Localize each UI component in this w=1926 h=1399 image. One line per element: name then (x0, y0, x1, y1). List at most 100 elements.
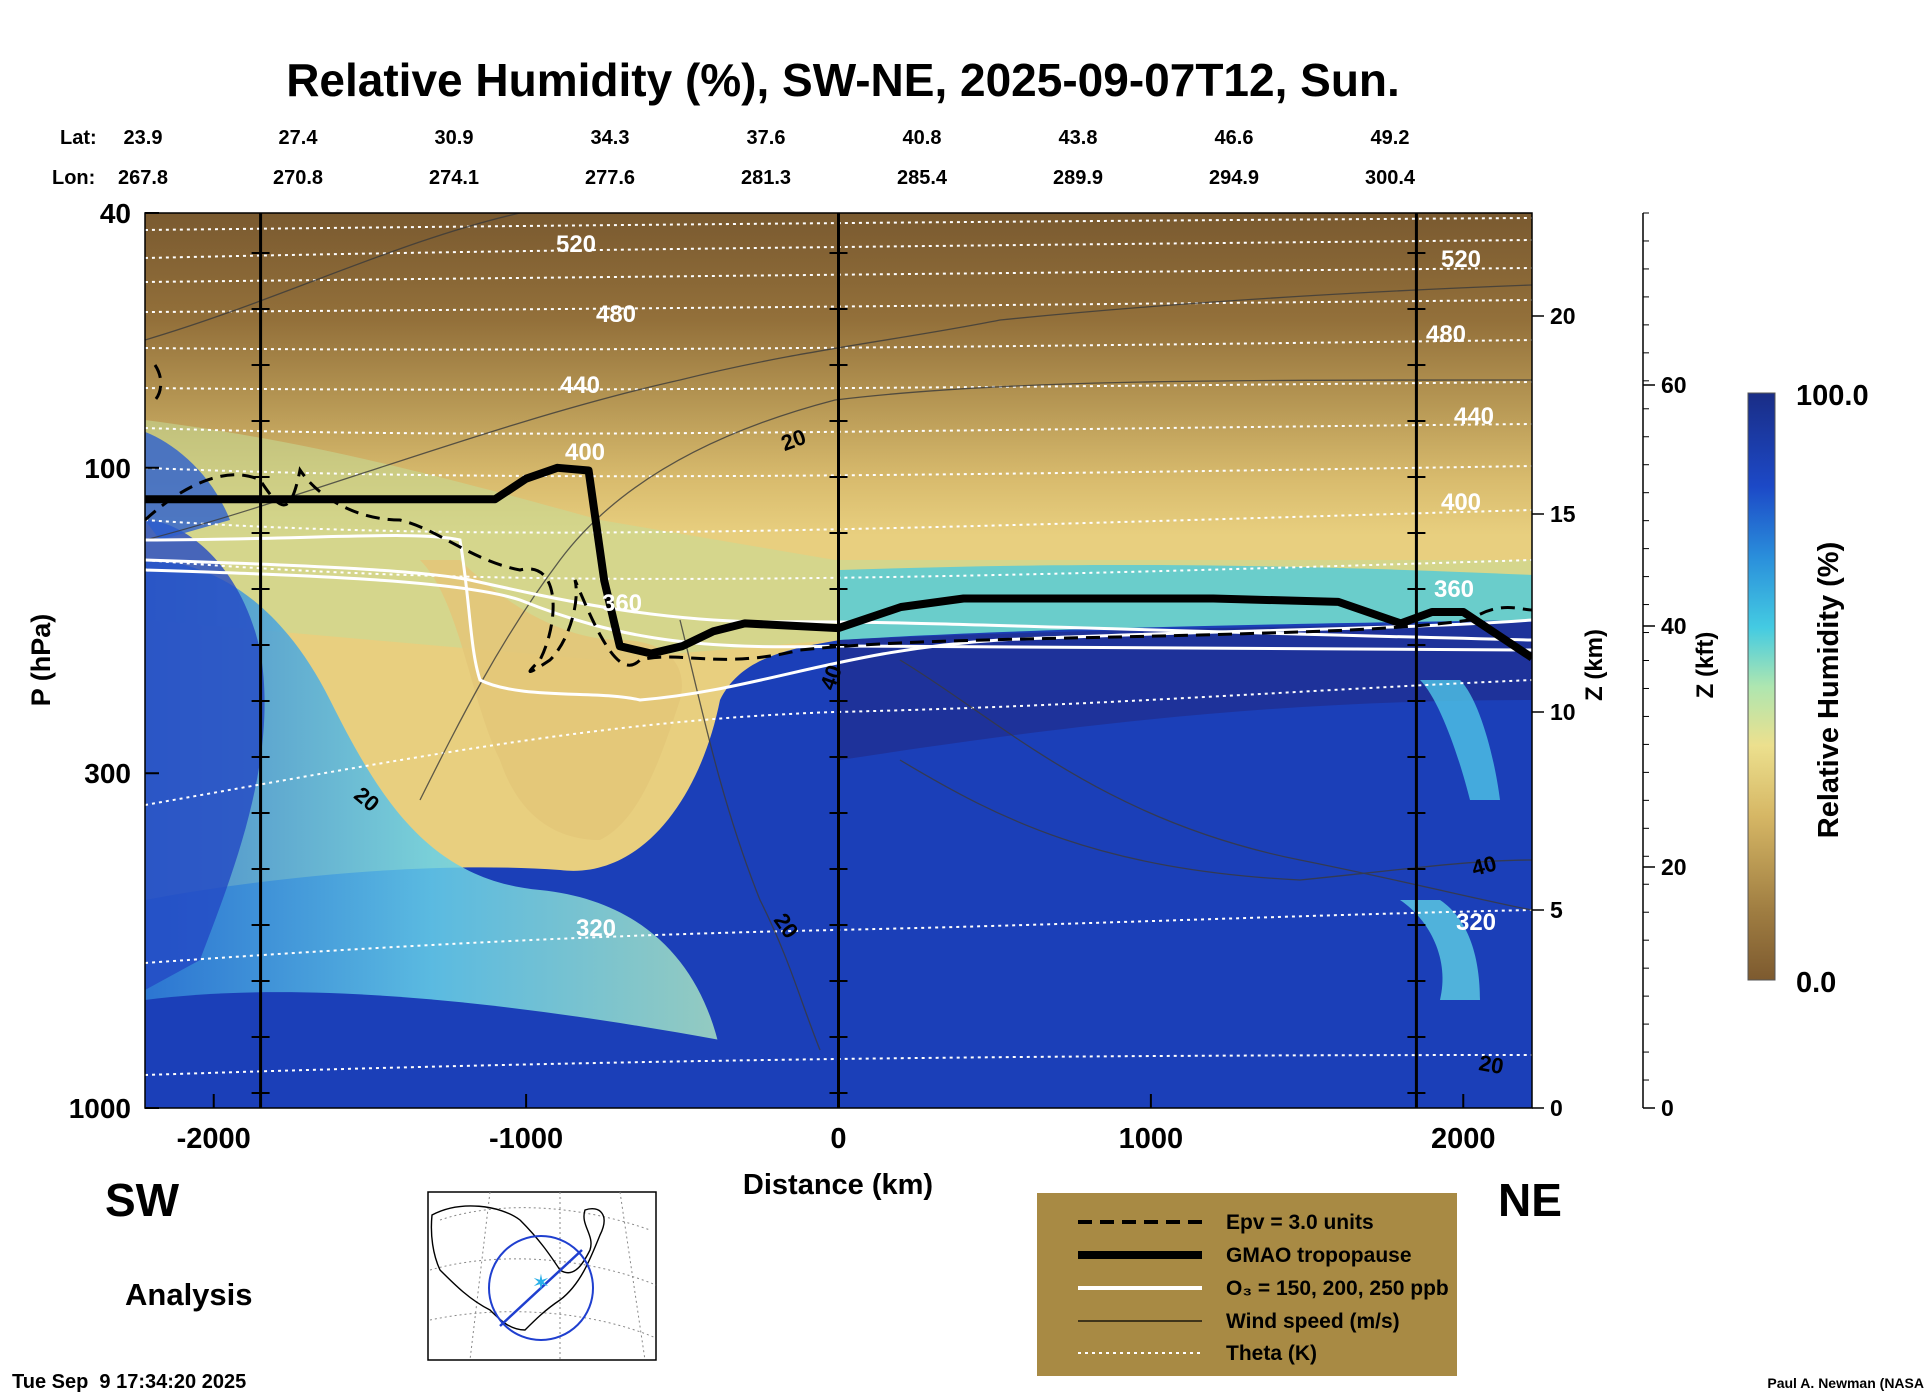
lat-value: 37.6 (747, 127, 786, 149)
inset-map: ✶ (427, 1191, 657, 1361)
z-km-tick-label: 10 (1550, 699, 1576, 725)
x-tick-label: 0 (830, 1123, 846, 1155)
z-km-tick-label: 20 (1550, 303, 1576, 329)
z-km-tick-label: 15 (1550, 501, 1576, 527)
theta-label: 320 (576, 915, 616, 942)
lat-value: 40.8 (903, 127, 942, 149)
lat-value: 34.3 (591, 127, 630, 149)
legend-item-label: O₃ = 150, 200, 250 ppb (1226, 1277, 1449, 1300)
x-axis-label: Distance (km) (743, 1169, 933, 1201)
lon-label: Lon: (52, 167, 95, 189)
wind-contours (145, 213, 1532, 1051)
colorbar (1747, 392, 1776, 981)
wind-contour (899, 659, 1532, 911)
lon-value: 267.8 (118, 167, 168, 189)
wind-contour (679, 619, 821, 1051)
lon-value: 274.1 (429, 167, 479, 189)
ne-label: NE (1498, 1174, 1562, 1226)
rh-left-blue (145, 520, 265, 990)
chart-title: Relative Humidity (%), SW-NE, 2025-09-07… (286, 54, 1400, 106)
theta-contour (145, 267, 1532, 283)
theta-label: 320 (1456, 909, 1496, 936)
y-axis-label: P (hPa) (26, 614, 56, 707)
legend-item-label: Epv = 3.0 units (1226, 1211, 1374, 1234)
lat-value: 49.2 (1371, 127, 1410, 149)
colorbar-min-label: 0.0 (1796, 967, 1836, 999)
wind-contour (145, 284, 1532, 541)
x-tick-label: -1000 (489, 1123, 563, 1155)
lon-value: 270.8 (273, 167, 323, 189)
lat-value: 30.9 (435, 127, 474, 149)
lat-value: 23.9 (124, 127, 163, 149)
z-kft-axis: 0 20 40 60 (1642, 212, 1687, 1121)
theta-label: 440 (560, 372, 600, 399)
rh-left-mix (145, 560, 720, 1108)
ozone-contours (145, 534, 1532, 702)
theta-labels-right: 520 480 440 400 360 320 (1426, 246, 1496, 936)
legend-item-label: Theta (K) (1226, 1342, 1317, 1365)
plot-area: 520 480 440 400 360 320 520 480 440 400 … (145, 213, 1532, 1108)
vertical-markers (251, 213, 1426, 1108)
lon-value: 277.6 (585, 167, 635, 189)
rh-moist-core (840, 622, 1532, 760)
distance-axis: -2000 -1000 0 1000 2000 (177, 1094, 1496, 1155)
epv-contour (145, 466, 1532, 674)
inset-map-circle (488, 1235, 594, 1341)
wind-contour (145, 213, 521, 341)
z-kft-tick-label: 60 (1661, 372, 1687, 398)
x-tick-label: 1000 (1119, 1123, 1184, 1155)
theta-label: 480 (596, 301, 636, 328)
p-tick-label: 300 (84, 758, 131, 789)
theta-label: 480 (1426, 321, 1466, 348)
theta-label: 360 (1434, 576, 1474, 603)
theta-label: 520 (556, 231, 596, 258)
theta-contour (145, 239, 1532, 259)
legend-item-label: GMAO tropopause (1226, 1244, 1412, 1267)
legend-item-label: Wind speed (m/s) (1226, 1310, 1400, 1333)
wind-label: 20 (1477, 1050, 1505, 1079)
z-kft-tick-label: 0 (1661, 1095, 1674, 1121)
inset-map-graticule (429, 1191, 657, 1361)
lon-value: 281.3 (741, 167, 791, 189)
credit: Paul A. Newman (NASA (1767, 1375, 1924, 1391)
ozone-contour (145, 568, 1532, 652)
lat-value: 46.6 (1215, 127, 1254, 149)
p-tick-label: 40 (100, 198, 131, 229)
z-km-tick-label: 0 (1550, 1095, 1563, 1121)
theta-contour (145, 339, 1532, 351)
theta-contour (145, 465, 1532, 478)
theta-contour (145, 559, 1532, 580)
theta-labels-left: 520 480 440 400 360 320 (556, 231, 642, 942)
theta-contours (145, 217, 1532, 1076)
rh-right-cyan (1420, 680, 1500, 800)
lon-value: 300.4 (1365, 167, 1416, 189)
theta-contour (145, 679, 1532, 806)
colorbar-max-label: 100.0 (1796, 380, 1869, 412)
lat-value: 27.4 (279, 127, 319, 149)
rh-dry-tongue (420, 560, 682, 840)
ozone-contour (145, 558, 1532, 642)
z-km-axis-label: Z (km) (1581, 629, 1608, 701)
theta-label: 400 (1441, 489, 1481, 516)
z-kft-tick-label: 40 (1661, 613, 1687, 639)
p-tick-label: 1000 (69, 1093, 131, 1124)
theta-contour (145, 1054, 1532, 1076)
rh-right-cyan-low (1400, 900, 1480, 1000)
tropopause-line (145, 463, 1532, 662)
theta-label: 440 (1454, 403, 1494, 430)
theta-label: 360 (602, 590, 642, 617)
theta-contour (145, 299, 1532, 313)
lon-value: 285.4 (897, 167, 948, 189)
z-km-axis: 0 5 10 15 20 (1532, 303, 1576, 1121)
colorbar-title: Relative Humidity (%) (1813, 542, 1845, 839)
legend: Epv = 3.0 units GMAO tropopause O₃ = 150… (1037, 1193, 1457, 1376)
wind-contour (419, 379, 1532, 801)
rh-surface-blue (145, 992, 720, 1108)
theta-contour (145, 909, 1532, 964)
inset-map-center-marker: ✶ (532, 1270, 550, 1295)
pressure-axis: 40 100 300 1000 (69, 198, 159, 1124)
theta-label: 520 (1441, 246, 1481, 273)
x-tick-label: 2000 (1431, 1123, 1496, 1155)
